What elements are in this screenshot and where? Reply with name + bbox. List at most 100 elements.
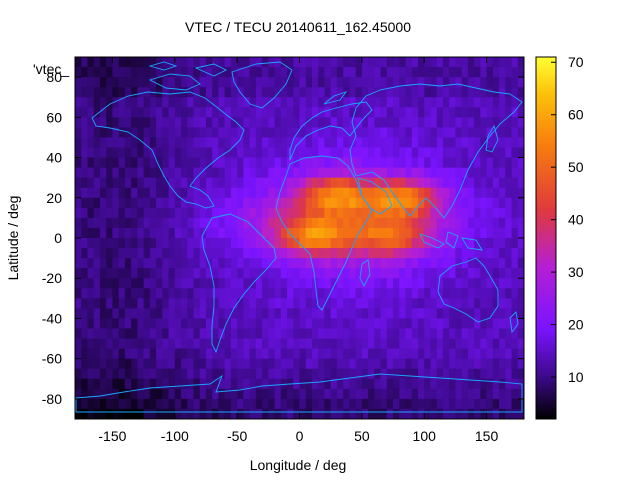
- heatmap-cell: [393, 77, 400, 88]
- heatmap-cell: [405, 338, 413, 350]
- heatmap-cell: [480, 167, 488, 179]
- heatmap-cell: [124, 207, 132, 219]
- heatmap-cell: [505, 268, 513, 279]
- heatmap-cell: [349, 147, 357, 159]
- heatmap-cell: [174, 238, 182, 249]
- heatmap-cell: [492, 348, 500, 360]
- heatmap-cell: [324, 57, 332, 68]
- heatmap-cell: [417, 67, 425, 78]
- heatmap-cell: [212, 258, 220, 269]
- heatmap-cell: [436, 288, 444, 299]
- heatmap-cell: [99, 67, 107, 78]
- heatmap-cell: [131, 238, 138, 249]
- heatmap-cell: [449, 57, 457, 68]
- heatmap-cell: [492, 187, 500, 199]
- heatmap-cell: [224, 318, 232, 330]
- heatmap-cell: [330, 147, 338, 159]
- heatmap-cell: [212, 207, 220, 219]
- heatmap-cell: [486, 137, 494, 149]
- heatmap-cell: [374, 57, 382, 68]
- heatmap-cell: [274, 308, 282, 320]
- heatmap-cell: [99, 137, 107, 149]
- heatmap-cell: [187, 177, 195, 189]
- heatmap-cell: [405, 388, 413, 400]
- heatmap-cell: [287, 318, 294, 330]
- heatmap-cell: [467, 157, 475, 169]
- heatmap-cell: [411, 338, 419, 350]
- heatmap-cell: [318, 227, 326, 239]
- heatmap-cell: [386, 308, 394, 320]
- heatmap-cell: [93, 67, 101, 78]
- heatmap-cell: [380, 388, 388, 400]
- heatmap-cell: [399, 127, 407, 139]
- heatmap-cell: [237, 187, 244, 199]
- heatmap-cell: [417, 97, 425, 108]
- heatmap-cell: [149, 278, 157, 289]
- heatmap-cell: [193, 288, 201, 299]
- heatmap-cell: [199, 258, 207, 269]
- heatmap-cell: [262, 398, 269, 410]
- heatmap-cell: [330, 308, 338, 320]
- heatmap-cell: [349, 328, 357, 340]
- heatmap-cell: [492, 338, 500, 350]
- heatmap-cell: [262, 358, 269, 370]
- heatmap-cell: [193, 157, 201, 169]
- heatmap-cell: [162, 117, 170, 128]
- heatmap-cell: [336, 238, 344, 249]
- heatmap-cell: [149, 157, 157, 169]
- heatmap-cell: [268, 338, 276, 350]
- heatmap-cell: [249, 57, 257, 68]
- heatmap-cell: [224, 268, 232, 279]
- heatmap-cell: [311, 388, 319, 400]
- heatmap-cell: [393, 217, 400, 229]
- heatmap-cell: [156, 87, 163, 98]
- heatmap-cell: [249, 288, 257, 299]
- heatmap-cell: [349, 348, 357, 360]
- heatmap-cell: [106, 318, 114, 330]
- heatmap-cell: [511, 288, 519, 299]
- heatmap-cell: [212, 117, 220, 128]
- heatmap-cell: [81, 97, 89, 108]
- heatmap-cell: [305, 318, 313, 330]
- heatmap-cell: [124, 227, 132, 239]
- heatmap-cell: [218, 408, 226, 419]
- heatmap-cell: [305, 87, 313, 98]
- heatmap-cell: [106, 338, 114, 350]
- heatmap-cell: [143, 217, 151, 229]
- heatmap-cell: [361, 398, 369, 410]
- heatmap-cell: [237, 238, 244, 249]
- heatmap-cell: [274, 368, 282, 380]
- heatmap-cell: [106, 298, 114, 309]
- heatmap-cell: [424, 107, 432, 118]
- heatmap-cell: [131, 258, 138, 269]
- heatmap-cell: [249, 167, 257, 179]
- heatmap-cell: [237, 248, 244, 259]
- heatmap-cell: [93, 227, 101, 239]
- heatmap-cell: [237, 358, 244, 370]
- heatmap-cell: [499, 167, 506, 179]
- heatmap-cell: [230, 217, 238, 229]
- heatmap-cell: [131, 358, 138, 370]
- heatmap-cell: [205, 398, 213, 410]
- heatmap-cell: [293, 167, 301, 179]
- heatmap-cell: [361, 388, 369, 400]
- heatmap-cell: [268, 187, 276, 199]
- heatmap-cell: [293, 308, 301, 320]
- heatmap-cell: [430, 398, 438, 410]
- heatmap-cell: [168, 358, 176, 370]
- heatmap-cell: [361, 288, 369, 299]
- coast-north-america: [91, 91, 245, 209]
- heatmap-cell: [237, 328, 244, 340]
- heatmap-cell: [411, 378, 419, 390]
- heatmap-cell: [149, 248, 157, 259]
- heatmap-cell: [87, 117, 95, 128]
- heatmap-cell: [430, 147, 438, 159]
- heatmap-cell: [99, 207, 107, 219]
- heatmap-cell: [262, 67, 269, 78]
- heatmap-cell: [199, 398, 207, 410]
- heatmap-cell: [156, 147, 163, 159]
- heatmap-cell: [505, 308, 513, 320]
- heatmap-cell: [455, 358, 463, 370]
- heatmap-cell: [218, 258, 226, 269]
- heatmap-cell: [411, 137, 419, 149]
